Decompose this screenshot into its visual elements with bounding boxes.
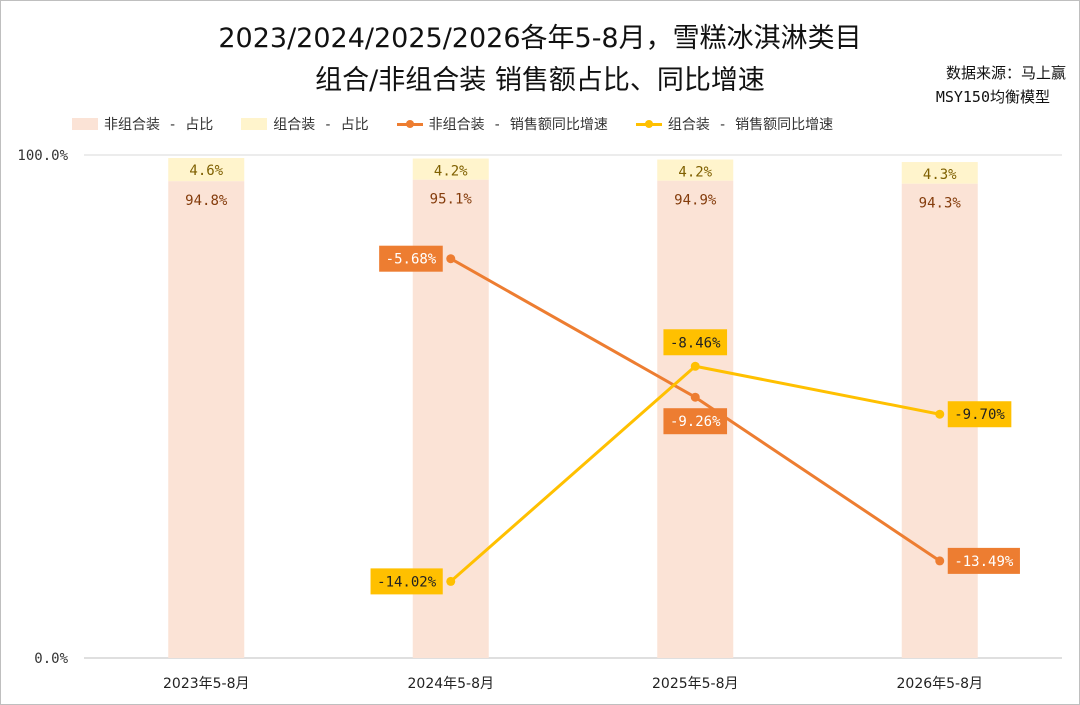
- label-bundle-share-2: 4.2%: [678, 165, 712, 181]
- legend-label-bundle-growth: 组合装 - 销售额同比增速: [667, 117, 834, 133]
- legend-label-bundle-share: 组合装 - 占比: [273, 117, 369, 133]
- label-bundle-growth-1: -14.02%: [377, 574, 437, 590]
- legend-swatch-nonbundle-share: [72, 118, 98, 130]
- label-bundle-growth-1-box: [370, 568, 443, 595]
- label-bundle-growth-3: -9.70%: [954, 407, 1005, 423]
- label-nonbundle-growth-3-box: [947, 547, 1020, 574]
- legend-item-bundle-growth: 组合装 - 销售额同比增速: [635, 114, 834, 134]
- label-bundle-growth-2-box: [663, 329, 728, 356]
- point-nonbundle-growth-3: [935, 556, 945, 566]
- legend-item-nonbundle-share: 非组合装 - 占比: [72, 114, 213, 134]
- legend-item-nonbundle-growth: 非组合装 - 销售额同比增速: [396, 114, 608, 134]
- label-bundle-share-1: 4.2%: [434, 164, 468, 180]
- chart-title: 2023/2024/2025/2026各年5-8月，雪糕冰淇淋类目: [218, 23, 862, 54]
- legend-swatch-bundle-share: [241, 118, 268, 130]
- data-model: MSY150均衡模型: [935, 88, 1050, 106]
- legend-label-nonbundle-share: 非组合装 - 占比: [104, 117, 214, 133]
- point-bundle-growth-2: [690, 361, 700, 371]
- x-tick-label-3: 2026年5-8月: [897, 676, 984, 692]
- point-bundle-growth-3: [935, 409, 945, 419]
- legend-item-bundle-share: 组合装 - 占比: [241, 114, 369, 134]
- label-nonbundle-share-0: 94.8%: [185, 193, 228, 209]
- label-nonbundle-growth-2: -9.26%: [670, 414, 721, 430]
- data-source: 数据来源：马上赢: [945, 64, 1066, 82]
- label-bundle-share-3: 4.3%: [923, 167, 957, 183]
- label-nonbundle-share-2: 94.9%: [674, 193, 717, 209]
- point-nonbundle-growth-1: [446, 254, 456, 264]
- point-bundle-growth-1: [446, 576, 456, 586]
- label-nonbundle-share-3: 94.3%: [919, 196, 962, 212]
- y-tick-label-0: 0.0%: [34, 651, 68, 667]
- label-bundle-share-0: 4.6%: [189, 163, 223, 179]
- legend: 非组合装 - 占比 组合装 - 占比 非组合装 - 销售额同比增速 组合装 - …: [72, 114, 861, 134]
- bar-bundle-share-1: [412, 158, 489, 180]
- legend-label-nonbundle-growth: 非组合装 - 销售额同比增速: [428, 117, 608, 133]
- bar-bundle-share-2: [657, 159, 734, 181]
- x-tick-label-0: 2023年5-8月: [163, 676, 250, 692]
- x-tick-label-1: 2024年5-8月: [408, 676, 495, 692]
- legend-swatch-bundle-growth: [635, 117, 662, 131]
- bar-nonbundle-share-0: [168, 181, 245, 658]
- bar-bundle-share-3: [901, 162, 978, 184]
- label-nonbundle-growth-3: -13.49%: [954, 554, 1014, 570]
- label-nonbundle-share-1: 95.1%: [430, 192, 473, 208]
- label-bundle-growth-2: -8.46%: [670, 335, 721, 351]
- y-tick-label-100: 100.0%: [17, 148, 68, 164]
- bar-bundle-share-0: [168, 158, 245, 182]
- label-nonbundle-growth-1-box: [379, 245, 443, 272]
- legend-swatch-nonbundle-growth: [396, 117, 423, 131]
- x-tick-label-2: 2025年5-8月: [652, 676, 739, 692]
- point-nonbundle-growth-2: [690, 392, 700, 402]
- label-bundle-growth-3-box: [947, 401, 1012, 428]
- label-nonbundle-growth-1: -5.68%: [386, 252, 437, 268]
- label-nonbundle-growth-2-box: [663, 408, 728, 435]
- chart-subtitle: 组合/非组合装 销售额占比、同比增速: [315, 65, 765, 96]
